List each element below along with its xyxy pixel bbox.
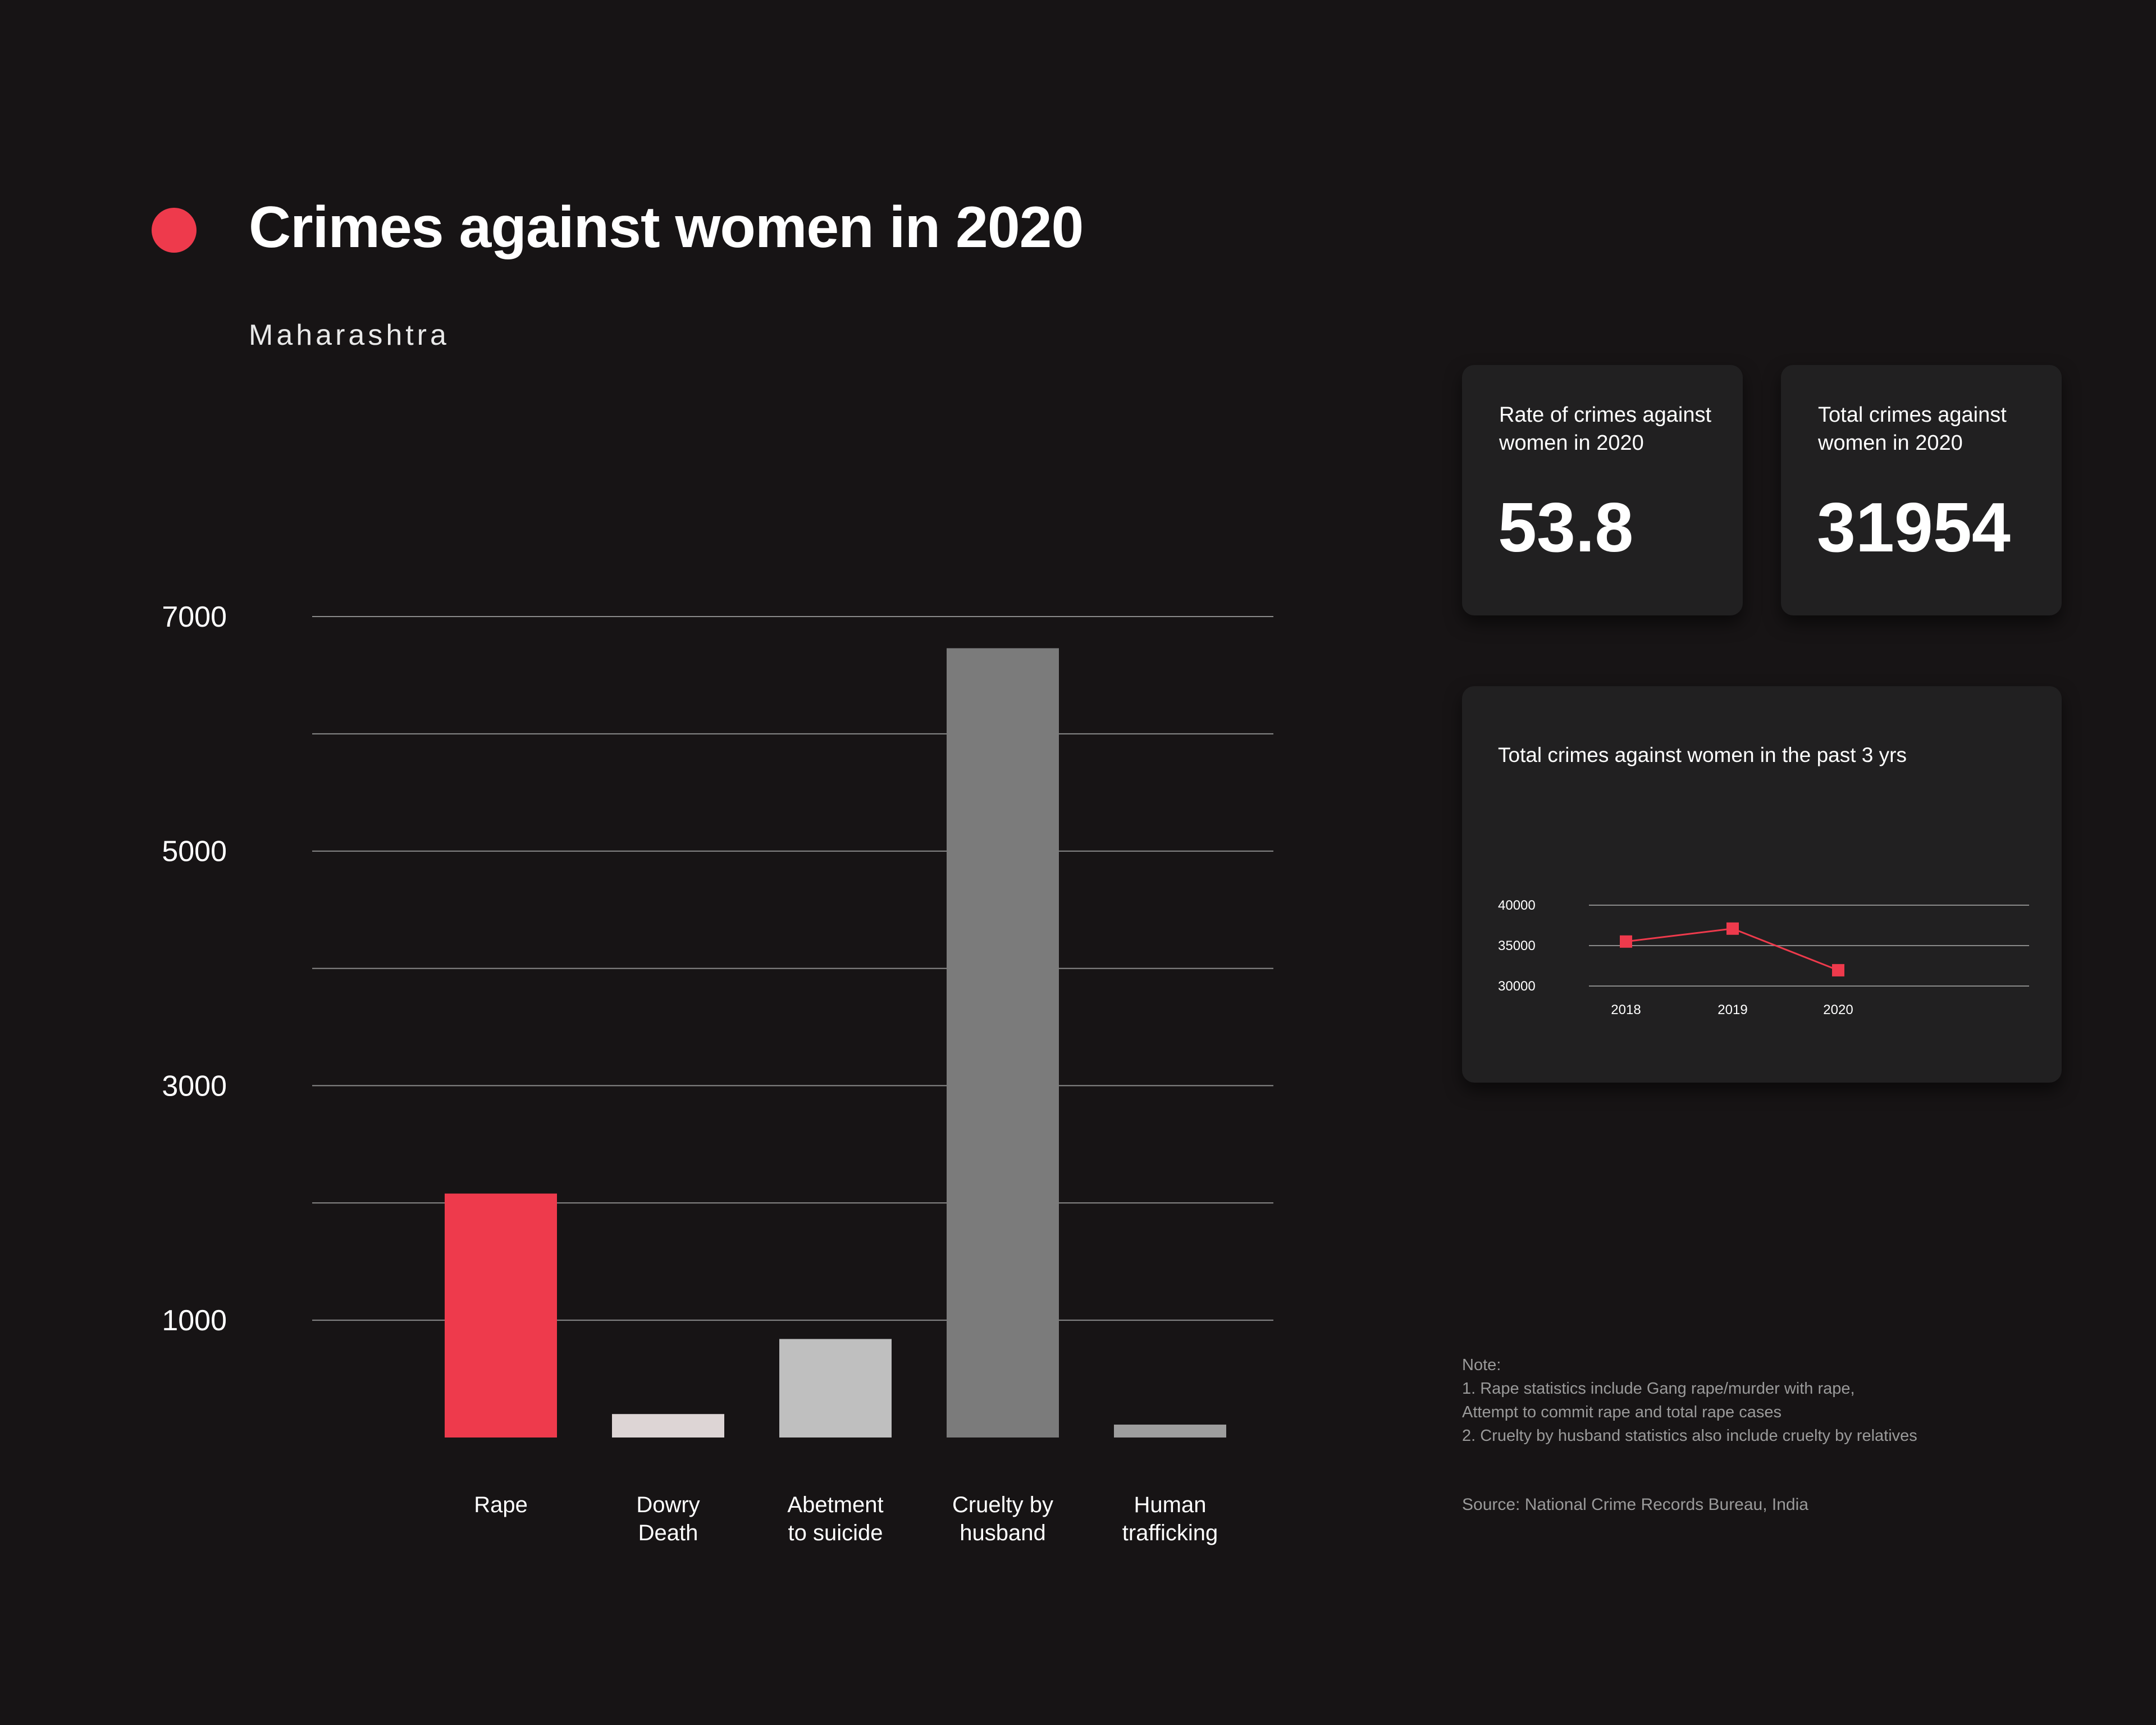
x-category-label: Dowry <box>636 1493 700 1517</box>
y-tick-label: 7000 <box>162 601 227 633</box>
trend-y-tick-label: 35000 <box>1498 938 1536 953</box>
rate-stat-value: 53.8 <box>1498 489 1634 567</box>
rate-stat-card: Rate of crimes against women in 2020 53.… <box>1462 365 1743 615</box>
trend-point <box>1726 922 1739 935</box>
x-category-label: Cruelty by <box>952 1493 1053 1517</box>
x-category-label: trafficking <box>1122 1521 1218 1545</box>
trend-chart-title: Total crimes against women in the past 3… <box>1498 743 1907 766</box>
x-category-label: Death <box>638 1521 698 1545</box>
bar-dowry-death <box>612 1414 724 1438</box>
notes: Note: 1. Rape statistics include Gang ra… <box>1462 1353 1917 1448</box>
rate-stat-label-line1: Rate of crimes against <box>1499 403 1712 427</box>
trend-point <box>1832 964 1844 976</box>
x-category-label: husband <box>960 1521 1045 1545</box>
rate-stat-label: Rate of crimes against women in 2020 <box>1499 401 1735 457</box>
note-line-1: 1. Rape statistics include Gang rape/mur… <box>1462 1380 1855 1398</box>
total-stat-value: 31954 <box>1817 489 2011 567</box>
y-tick-label: 5000 <box>162 836 227 868</box>
note-line-3: 2. Cruelty by husband statistics also in… <box>1462 1427 1917 1445</box>
trend-x-tick-label: 2018 <box>1611 1002 1641 1017</box>
source-credit: Source: National Crime Records Bureau, I… <box>1462 1495 1808 1514</box>
note-heading: Note: <box>1462 1356 1501 1374</box>
trend-y-tick-label: 30000 <box>1498 979 1536 994</box>
bar-chart: 1000 3000 5000 7000 Rape Dowry Death Abetment to… <box>162 601 1273 1545</box>
line-chart: 30000 35000 40000 2018 2019 2020 <box>1498 898 2029 1017</box>
trend-x-tick-label: 2020 <box>1823 1002 1853 1017</box>
page-subtitle: Maharashtra <box>249 319 450 352</box>
trend-y-tick-label: 40000 <box>1498 898 1536 913</box>
y-tick-label: 1000 <box>162 1304 227 1337</box>
x-category-label: to suicide <box>788 1521 883 1545</box>
y-tick-label: 3000 <box>162 1070 227 1102</box>
rate-stat-label-line2: women in 2020 <box>1499 431 1644 455</box>
note-line-2: Attempt to commit rape and total rape ca… <box>1462 1403 1782 1421</box>
trend-card: Total crimes against women in the past 3… <box>1462 686 2062 1083</box>
bar-abetment-to-suicide <box>779 1339 892 1438</box>
x-category-label: Human <box>1134 1493 1207 1517</box>
trend-series-line <box>1625 928 1839 971</box>
x-category-label: Abetment <box>787 1493 883 1517</box>
page-title: Crimes against women in 2020 <box>249 195 1084 260</box>
trend-point <box>1620 935 1632 948</box>
total-stat-label-line1: Total crimes against <box>1818 403 2007 427</box>
bar-cruelty-by-husband <box>947 648 1059 1438</box>
title-dot-icon <box>152 208 197 253</box>
total-stat-label: Total crimes against women in 2020 <box>1818 401 2054 457</box>
bar-rape <box>445 1193 557 1438</box>
x-category-label: Rape <box>474 1493 528 1517</box>
total-stat-card: Total crimes against women in 2020 31954 <box>1781 365 2062 615</box>
bar-human-trafficking <box>1114 1425 1226 1438</box>
total-stat-label-line2: women in 2020 <box>1818 431 1963 455</box>
trend-x-tick-label: 2019 <box>1718 1002 1747 1017</box>
